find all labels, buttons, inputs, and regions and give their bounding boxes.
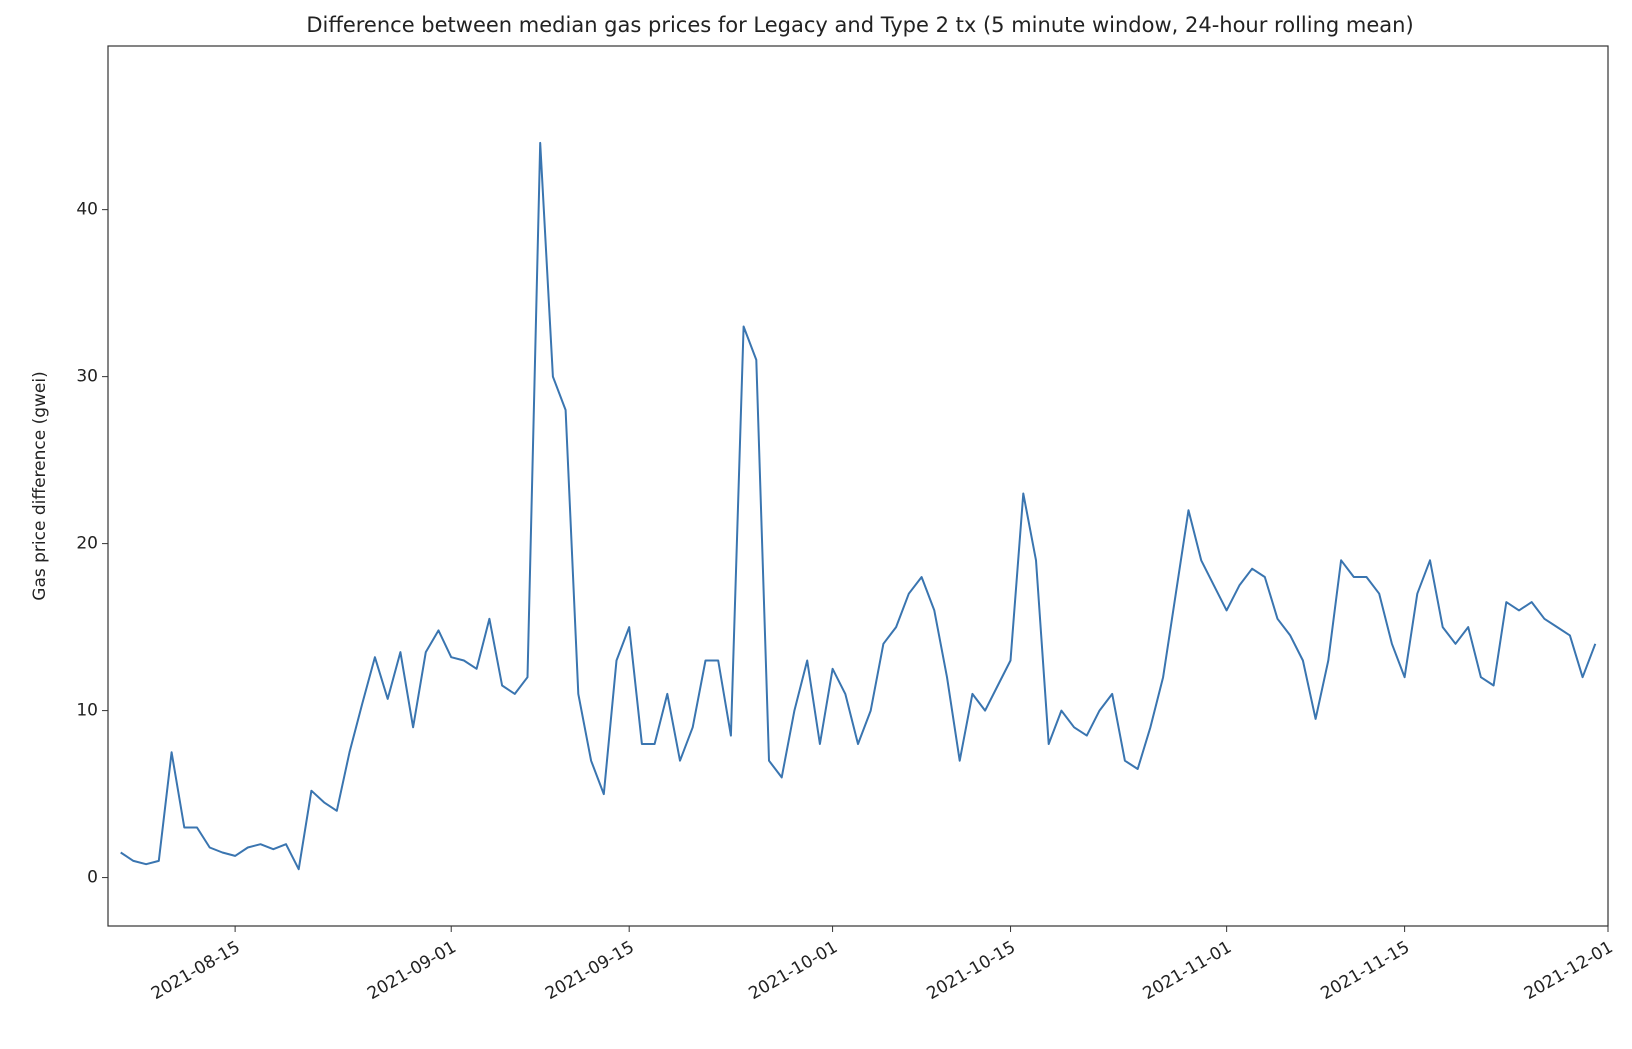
x-tick-label: 2021-11-01 — [1140, 937, 1236, 1004]
y-tick-label: 10 — [76, 701, 98, 721]
y-tick-label: 30 — [76, 367, 98, 387]
y-tick-label: 20 — [76, 534, 98, 554]
x-tick-label: 2021-09-15 — [542, 937, 638, 1004]
y-axis-label: Gas price difference (gwei) — [30, 371, 50, 600]
x-tick-label: 2021-11-15 — [1318, 937, 1414, 1004]
y-tick-label: 40 — [76, 200, 98, 220]
x-tick-label: 2021-10-15 — [923, 937, 1019, 1004]
data-line — [120, 141, 1597, 871]
plot-frame — [107, 45, 1609, 927]
x-tick-label: 2021-09-01 — [364, 937, 460, 1004]
x-tick-label: 2021-08-15 — [148, 937, 244, 1004]
x-tick-label: 2021-10-01 — [746, 937, 842, 1004]
y-tick-label: 0 — [87, 868, 98, 888]
x-tick-label: 2021-12-01 — [1521, 937, 1617, 1004]
chart-title: Difference between median gas prices for… — [306, 13, 1413, 37]
